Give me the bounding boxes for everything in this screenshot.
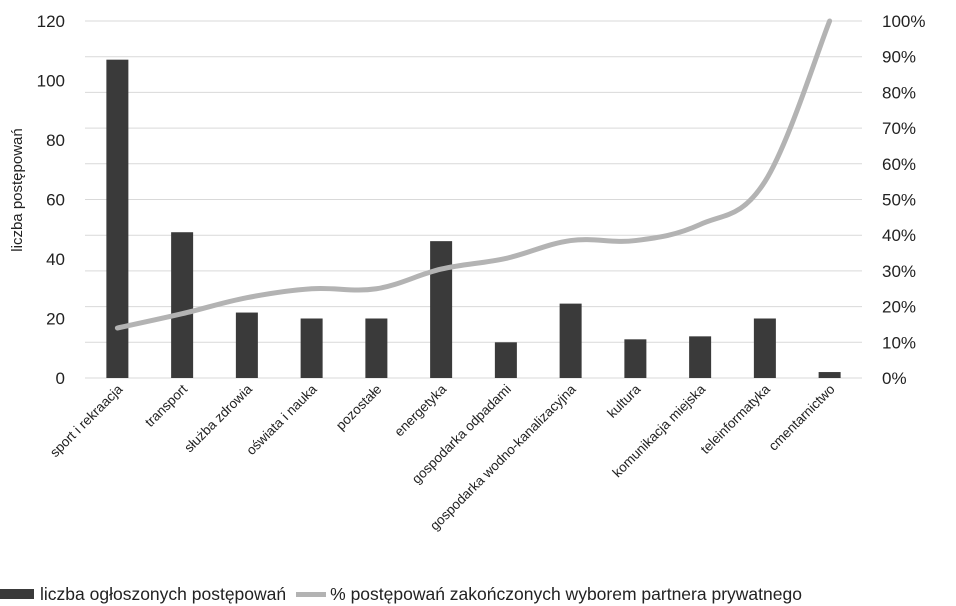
y-tick-label: 80 [46, 131, 65, 150]
category-label: pozostałe [333, 382, 384, 433]
right-axis-ticks: 0% 10% 20% 30% 40% 50% 60% 70% 80% 90% 100% [882, 12, 925, 388]
bar [171, 232, 194, 378]
legend-bar-label: liczba ogłoszonych postępowań [40, 583, 287, 604]
y2-tick-label: 40% [882, 226, 916, 245]
y-tick-label: 120 [37, 12, 65, 31]
bar-series [106, 59, 841, 379]
y-axis-label: liczba postępowań [9, 128, 26, 251]
left-axis-ticks: 0 20 40 60 80 100 120 [37, 12, 65, 388]
y2-tick-label: 70% [882, 119, 916, 138]
y-tick-label: 100 [37, 72, 65, 91]
y-tick-label: 0 [56, 369, 65, 388]
y2-tick-label: 80% [882, 83, 916, 102]
bar [430, 241, 453, 378]
line-swatch-icon [296, 591, 327, 597]
y2-tick-label: 50% [882, 191, 916, 210]
legend-item-bars: liczba ogłoszonych postępowań [0, 584, 286, 605]
y2-tick-label: 10% [882, 333, 916, 352]
bar [235, 312, 258, 378]
category-label: transport [142, 381, 190, 429]
bar [689, 336, 712, 378]
category-label: kultura [604, 381, 644, 421]
bar [818, 372, 841, 378]
y2-tick-label: 0% [882, 369, 907, 388]
y2-tick-label: 20% [882, 298, 916, 317]
category-label: teleinformatyka [698, 381, 774, 457]
y2-tick-label: 30% [882, 262, 916, 281]
bar-swatch-icon [0, 589, 34, 599]
line-series [114, 18, 833, 331]
bar [300, 318, 323, 378]
bar [365, 318, 388, 378]
y2-tick-label: 60% [882, 155, 916, 174]
category-label: sport i rekraacja [47, 381, 126, 460]
percentage-line [114, 18, 833, 331]
category-label: gospodarka wodno-kanalizacyjna [427, 381, 579, 533]
bar [753, 318, 776, 378]
category-label: służba zdrowia [181, 381, 255, 455]
category-label: energetyka [391, 381, 449, 439]
bar [106, 59, 129, 379]
chart-canvas: 0 20 40 60 80 100 120 0% 10% 20% 30% 40% 50% 60% 70% 8… [9, 12, 925, 533]
bar [624, 339, 647, 378]
legend-item-line: % postępowań zakończonych wyborem partne… [286, 584, 802, 605]
y2-tick-label: 100% [882, 12, 925, 31]
bar [559, 303, 582, 378]
y-tick-label: 60 [46, 191, 65, 210]
gridlines [85, 20, 862, 379]
y-tick-label: 20 [46, 310, 65, 329]
legend-line-label: % postępowań zakończonych wyborem partne… [330, 583, 802, 604]
y-tick-label: 40 [46, 250, 65, 269]
y2-tick-label: 90% [882, 48, 916, 67]
legend: liczba ogłoszonych postępowań % postępow… [0, 582, 956, 606]
category-label: oświata i nauka [243, 381, 320, 458]
bar [494, 342, 517, 378]
category-label: cmentarnictwo [766, 382, 838, 454]
